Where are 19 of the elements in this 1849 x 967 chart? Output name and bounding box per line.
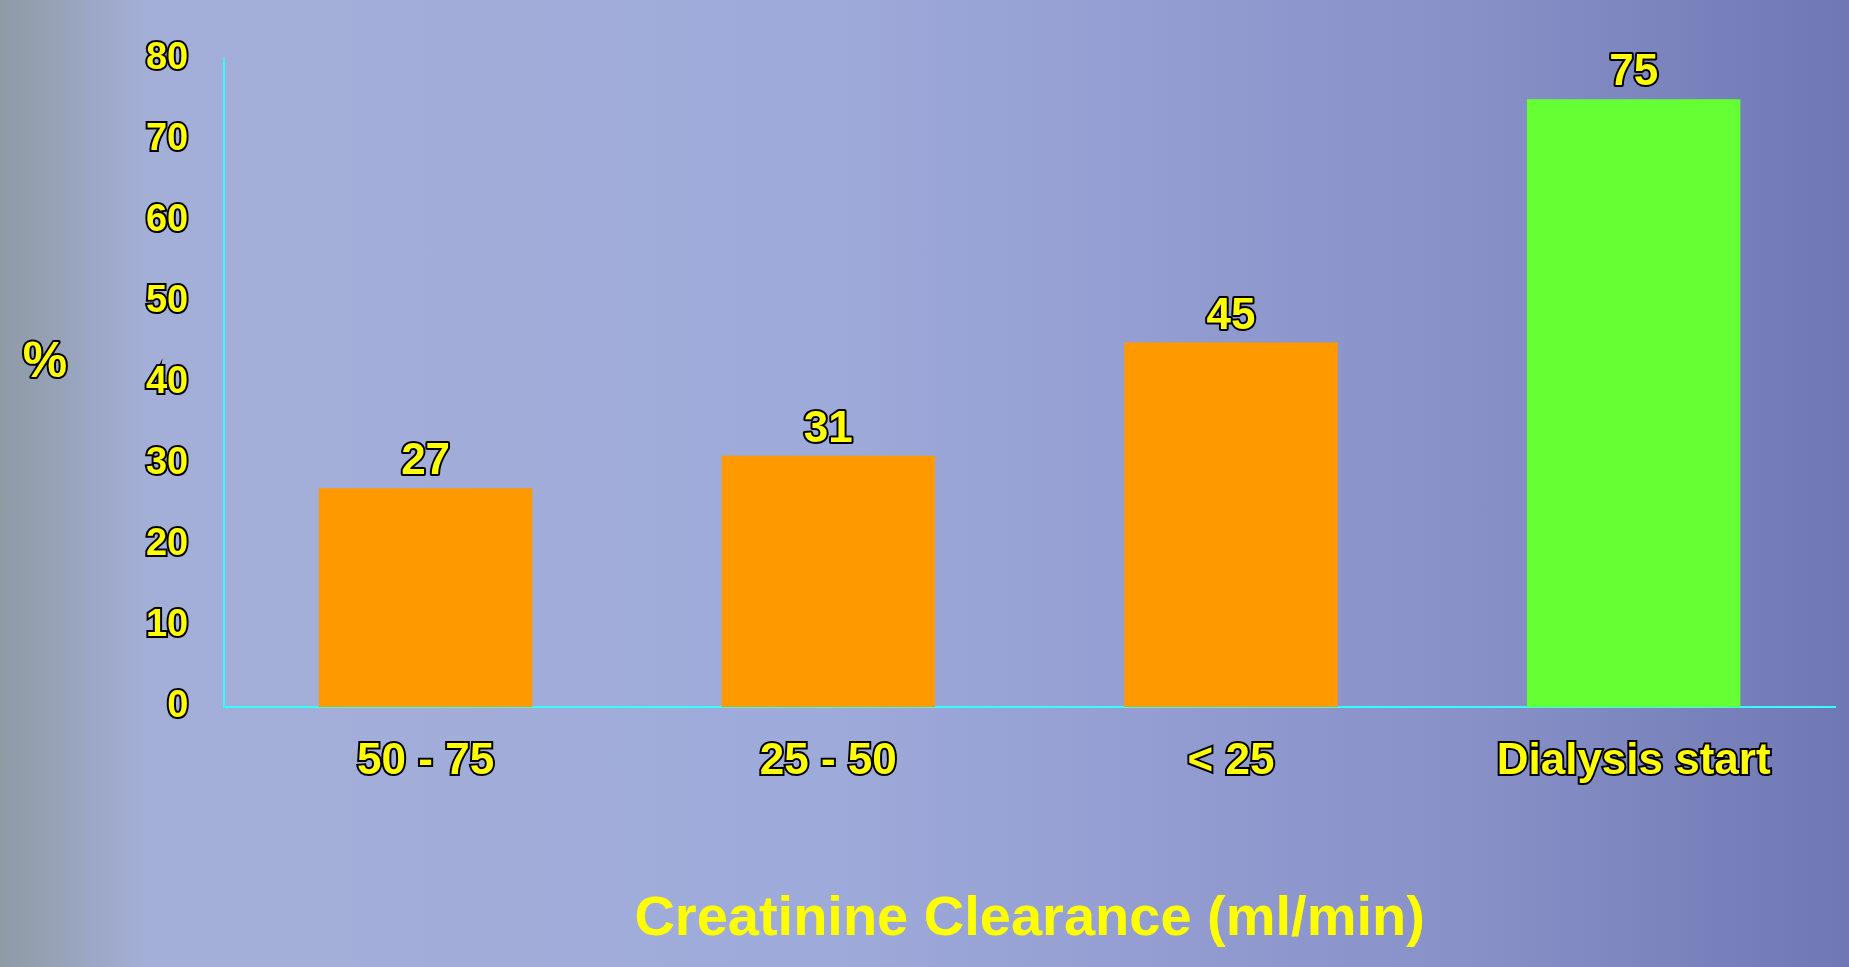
x-tick-label: < 25 bbox=[1187, 733, 1275, 783]
y-tick-label: 0 bbox=[167, 683, 189, 726]
x-tick-label: 50 - 75 bbox=[357, 733, 495, 783]
y-tick-label: 30 bbox=[145, 440, 189, 483]
y-tick-label: 10 bbox=[145, 602, 189, 645]
y-tick-label: 20 bbox=[145, 521, 189, 564]
y-tick-label: 60 bbox=[145, 197, 189, 240]
data-label: 75 bbox=[1609, 45, 1659, 95]
data-label: 45 bbox=[1206, 288, 1256, 338]
y-axis-title: % bbox=[22, 332, 68, 389]
data-label: 27 bbox=[401, 434, 451, 484]
y-tick-label: 80 bbox=[145, 35, 189, 78]
y-tick-label: 40 bbox=[145, 359, 189, 402]
x-axis-title: Creatinine Clearance (ml/min) bbox=[634, 883, 1425, 947]
x-tick-label: Dialysis start bbox=[1496, 733, 1771, 783]
y-tick-label: 50 bbox=[145, 278, 189, 321]
x-tick-label: 25 - 50 bbox=[759, 733, 897, 783]
data-label: 31 bbox=[803, 401, 853, 451]
y-tick-label: 70 bbox=[145, 116, 189, 159]
